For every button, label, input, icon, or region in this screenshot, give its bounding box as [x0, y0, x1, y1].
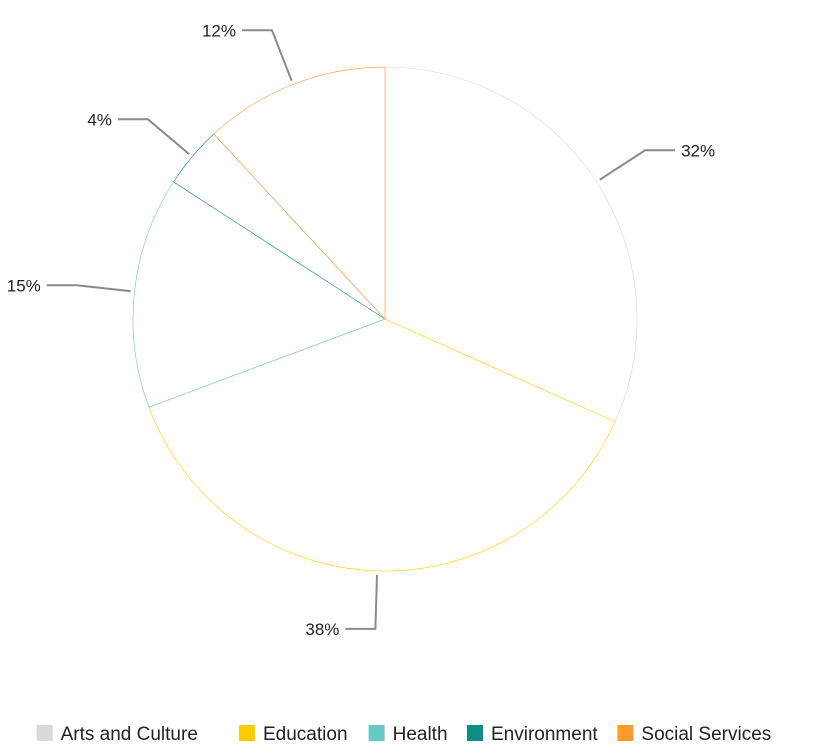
leader-line-environment — [117, 118, 190, 155]
pie-slice-arts-and-culture — [384, 66, 638, 423]
legend: Arts and Culture Education Health Environme… — [36, 724, 771, 745]
legend-swatch-education — [239, 725, 255, 741]
percent-label-arts-and-culture: 32% — [681, 141, 715, 160]
legend-swatch-environment — [467, 725, 483, 741]
pie-percent-labels: 32% 38% 15% 4% 12% — [7, 21, 715, 639]
legend-label-social-services: Social Services — [641, 724, 771, 745]
leader-line-education — [345, 574, 378, 630]
leader-line-social-services — [242, 29, 293, 81]
legend-swatch-arts-and-culture — [36, 725, 53, 741]
percent-label-social-services: 12% — [202, 21, 236, 40]
legend-label-education: Education — [263, 724, 348, 745]
pie-slices — [132, 66, 638, 572]
pie-slice-social-services — [213, 66, 386, 320]
pie-slice-health — [132, 181, 386, 408]
legend-label-environment: Environment — [491, 724, 598, 745]
percent-label-health: 15% — [7, 276, 41, 295]
legend-swatch-social-services — [617, 725, 634, 741]
legend-label-arts-and-culture: Arts and Culture — [61, 724, 198, 745]
percent-label-education: 38% — [305, 620, 339, 639]
legend-label-health: Health — [393, 724, 448, 745]
pie-leader-lines — [46, 29, 676, 630]
leader-line-health — [46, 284, 131, 293]
legend-swatch-health — [368, 725, 385, 741]
percent-label-environment: 4% — [87, 110, 112, 129]
pie-slice-education — [148, 318, 616, 572]
leader-line-arts-and-culture — [599, 149, 676, 181]
